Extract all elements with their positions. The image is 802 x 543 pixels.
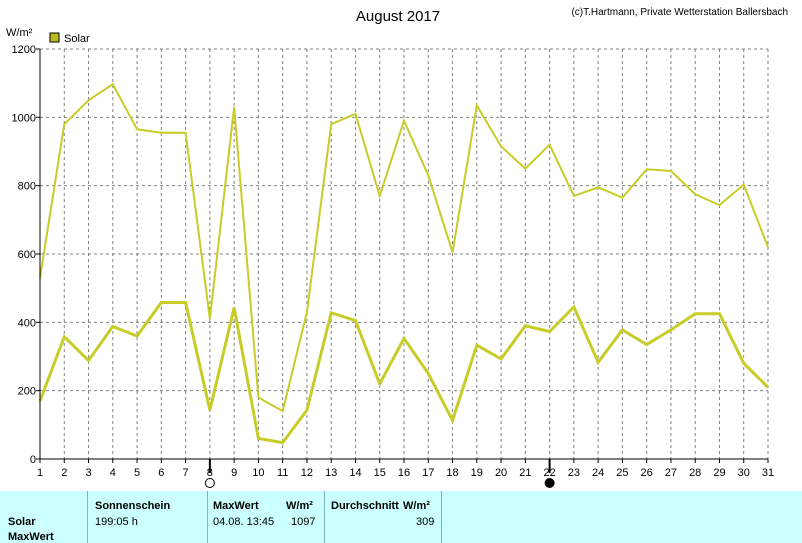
panel-divider bbox=[87, 491, 88, 543]
max-header: MaxWert bbox=[213, 500, 259, 512]
legend-label-solar: Solar bbox=[64, 33, 90, 45]
x-tick-label: 18 bbox=[446, 467, 458, 479]
x-tick-label: 15 bbox=[374, 467, 386, 479]
avg-header: Durchschnitt bbox=[331, 500, 399, 512]
x-tick-label: 7 bbox=[183, 467, 189, 479]
x-tick-label: 31 bbox=[762, 467, 774, 479]
filled-circle-icon bbox=[544, 478, 555, 488]
max-unit: W/m² bbox=[286, 500, 313, 512]
y-tick-label: 800 bbox=[18, 181, 36, 193]
avg-value: 309 bbox=[416, 516, 435, 528]
x-tick-label: 20 bbox=[495, 467, 507, 479]
x-tick-label: 1 bbox=[37, 467, 43, 479]
chart-title: August 2017 bbox=[356, 8, 440, 25]
max-value: 1097 bbox=[291, 516, 316, 528]
series-lines bbox=[38, 82, 770, 445]
x-tick-label: 12 bbox=[301, 467, 313, 479]
row-label-maxwert: MaxWert bbox=[8, 531, 54, 543]
axis-ticks: 1234567891011121314151617181920212223242… bbox=[12, 44, 775, 479]
x-tick-label: 23 bbox=[568, 467, 580, 479]
x-tick-label: 3 bbox=[85, 467, 91, 479]
x-tick-label: 11 bbox=[277, 467, 288, 479]
x-tick-label: 2 bbox=[61, 467, 67, 479]
x-tick-label: 19 bbox=[471, 467, 483, 479]
solar-chart: August 2017 (c)T.Hartmann, Private Wette… bbox=[6, 7, 788, 488]
summary-panel: Solar MaxWert Sonnenschein 199:05 h MaxW… bbox=[0, 491, 802, 543]
legend-swatch bbox=[49, 32, 60, 43]
grid bbox=[40, 48, 769, 459]
x-tick-label: 28 bbox=[689, 467, 701, 479]
open-circle-icon bbox=[204, 478, 215, 488]
x-tick-label: 25 bbox=[616, 467, 628, 479]
y-tick-label: 1200 bbox=[12, 44, 36, 56]
avg-unit: W/m² bbox=[403, 500, 430, 512]
x-tick-label: 6 bbox=[158, 467, 164, 479]
sunshine-header: Sonnenschein bbox=[95, 500, 171, 512]
row-label-solar: Solar bbox=[8, 516, 36, 528]
max-datetime: 04.08. 13:45 bbox=[213, 516, 275, 528]
x-tick-label: 29 bbox=[713, 467, 725, 479]
y-tick-label: 600 bbox=[18, 249, 36, 261]
x-tick-label: 13 bbox=[325, 467, 337, 479]
x-tick-label: 10 bbox=[252, 467, 264, 479]
series-line-solar-max bbox=[39, 82, 769, 413]
y-tick-label: 400 bbox=[18, 317, 36, 329]
x-tick-label: 17 bbox=[422, 467, 434, 479]
x-tick-label: 9 bbox=[231, 467, 237, 479]
y-axis-unit: W/m² bbox=[6, 27, 33, 39]
x-tick-label: 26 bbox=[641, 467, 653, 479]
x-tick-label: 21 bbox=[519, 467, 531, 479]
x-tick-label: 24 bbox=[592, 467, 604, 479]
panel-divider bbox=[324, 491, 325, 543]
x-tick-label: 5 bbox=[134, 467, 140, 479]
sunshine-value: 199:05 h bbox=[95, 516, 138, 528]
series-line-solar-average bbox=[38, 301, 770, 445]
y-tick-label: 200 bbox=[18, 386, 36, 398]
credit-text: (c)T.Hartmann, Private Wetterstation Bal… bbox=[571, 7, 788, 18]
day-markers bbox=[204, 459, 555, 488]
x-tick-label: 27 bbox=[665, 467, 677, 479]
x-tick-label: 16 bbox=[398, 467, 410, 479]
y-tick-label: 1000 bbox=[12, 112, 36, 124]
x-tick-label: 14 bbox=[349, 467, 361, 479]
x-tick-label: 4 bbox=[110, 467, 116, 479]
x-tick-label: 30 bbox=[738, 467, 750, 479]
panel-divider bbox=[207, 491, 208, 543]
y-tick-label: 0 bbox=[30, 454, 36, 466]
panel-divider bbox=[441, 491, 442, 543]
